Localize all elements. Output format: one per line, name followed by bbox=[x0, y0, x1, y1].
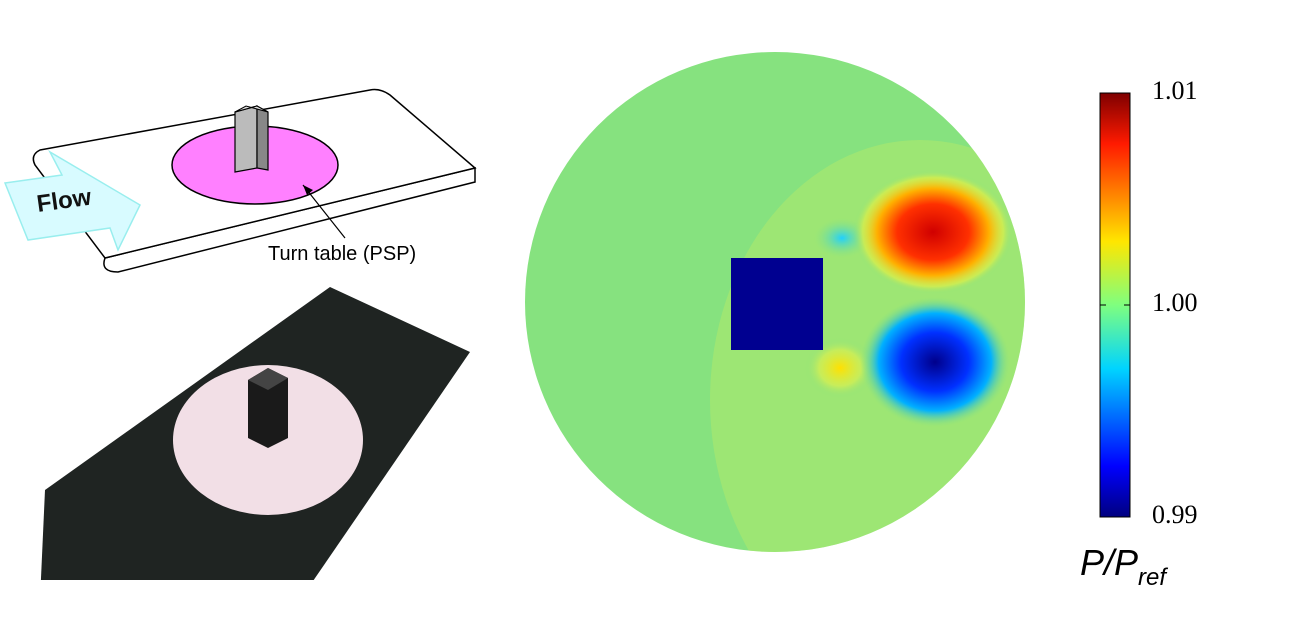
label-main: P/P bbox=[1080, 542, 1138, 583]
map-block bbox=[731, 258, 823, 350]
label-sub: ref bbox=[1138, 564, 1168, 591]
pointer-head bbox=[303, 185, 313, 195]
block-side bbox=[256, 104, 269, 171]
photo-block bbox=[248, 368, 288, 448]
tick-label: 1.00 bbox=[1152, 288, 1198, 317]
pointer bbox=[302, 184, 346, 239]
map-low bbox=[860, 297, 1010, 427]
map-high bbox=[853, 170, 1013, 294]
block-front bbox=[234, 105, 258, 173]
schematic: Flow Turn table (PSP) bbox=[3, 88, 477, 273]
board-edge bbox=[103, 167, 476, 273]
map-yellow bbox=[805, 338, 875, 398]
turntable-label: Turn table (PSP) bbox=[268, 243, 416, 265]
pressure-map bbox=[525, 52, 1025, 552]
photo-block-top bbox=[248, 368, 288, 390]
tick-label: 1.01 bbox=[1152, 76, 1198, 105]
photo bbox=[40, 287, 470, 580]
tick-label: 0.99 bbox=[1152, 500, 1198, 529]
colorbar: 0.99 1.00 1.01 bbox=[1099, 76, 1198, 529]
block-top bbox=[234, 105, 269, 113]
colorbar-label: P/Pref bbox=[1080, 542, 1168, 591]
flow-arrow bbox=[3, 150, 141, 252]
